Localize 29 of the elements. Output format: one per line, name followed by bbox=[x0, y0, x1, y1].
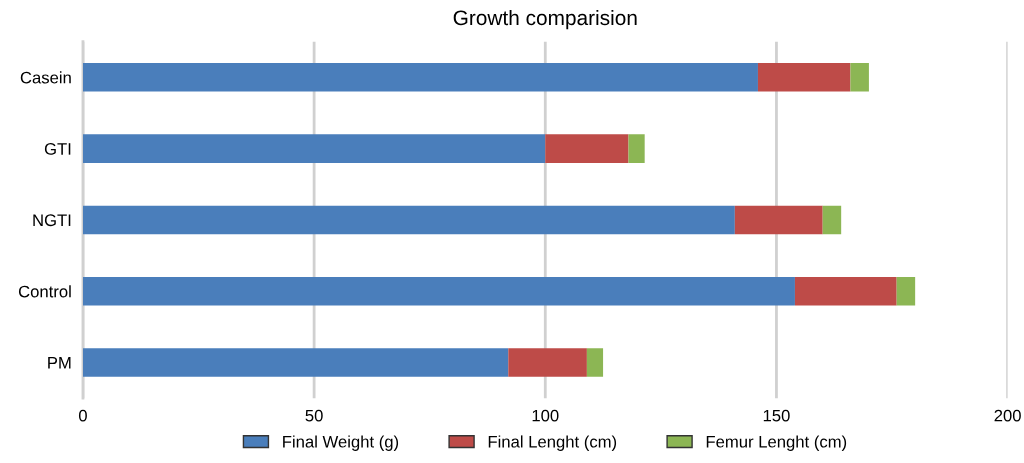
bar bbox=[82, 134, 546, 163]
bar bbox=[896, 276, 916, 306]
bar bbox=[586, 348, 604, 377]
legend-label: Final Weight (g) bbox=[283, 435, 399, 451]
bar bbox=[82, 348, 509, 377]
bar bbox=[82, 276, 795, 306]
bar bbox=[734, 205, 823, 235]
bar bbox=[508, 348, 587, 377]
bar bbox=[757, 63, 851, 92]
x-tick-label: 100 bbox=[532, 409, 559, 422]
y-tick-label: PM bbox=[48, 357, 71, 369]
x-tick-label: 0 bbox=[78, 409, 87, 422]
x-tick-label: 200 bbox=[994, 409, 1021, 422]
bar bbox=[822, 205, 842, 235]
x-tick-label: 50 bbox=[305, 409, 323, 422]
bar bbox=[794, 276, 897, 306]
bar bbox=[628, 134, 645, 163]
chart-title: Growth comparision bbox=[453, 9, 637, 30]
x-tick-label: 150 bbox=[763, 409, 790, 422]
y-tick-label: NGTI bbox=[33, 214, 71, 227]
bar bbox=[82, 205, 735, 235]
y-tick-label: Control bbox=[18, 285, 71, 298]
y-tick-label: Casein bbox=[20, 71, 71, 84]
y-tick-label: GTI bbox=[44, 143, 71, 155]
legend-label: Final Lenght (cm) bbox=[488, 435, 617, 451]
legend-label: Femur Lenght (cm) bbox=[706, 435, 847, 451]
bar bbox=[850, 63, 869, 92]
bar bbox=[82, 63, 758, 92]
bar bbox=[545, 134, 629, 163]
